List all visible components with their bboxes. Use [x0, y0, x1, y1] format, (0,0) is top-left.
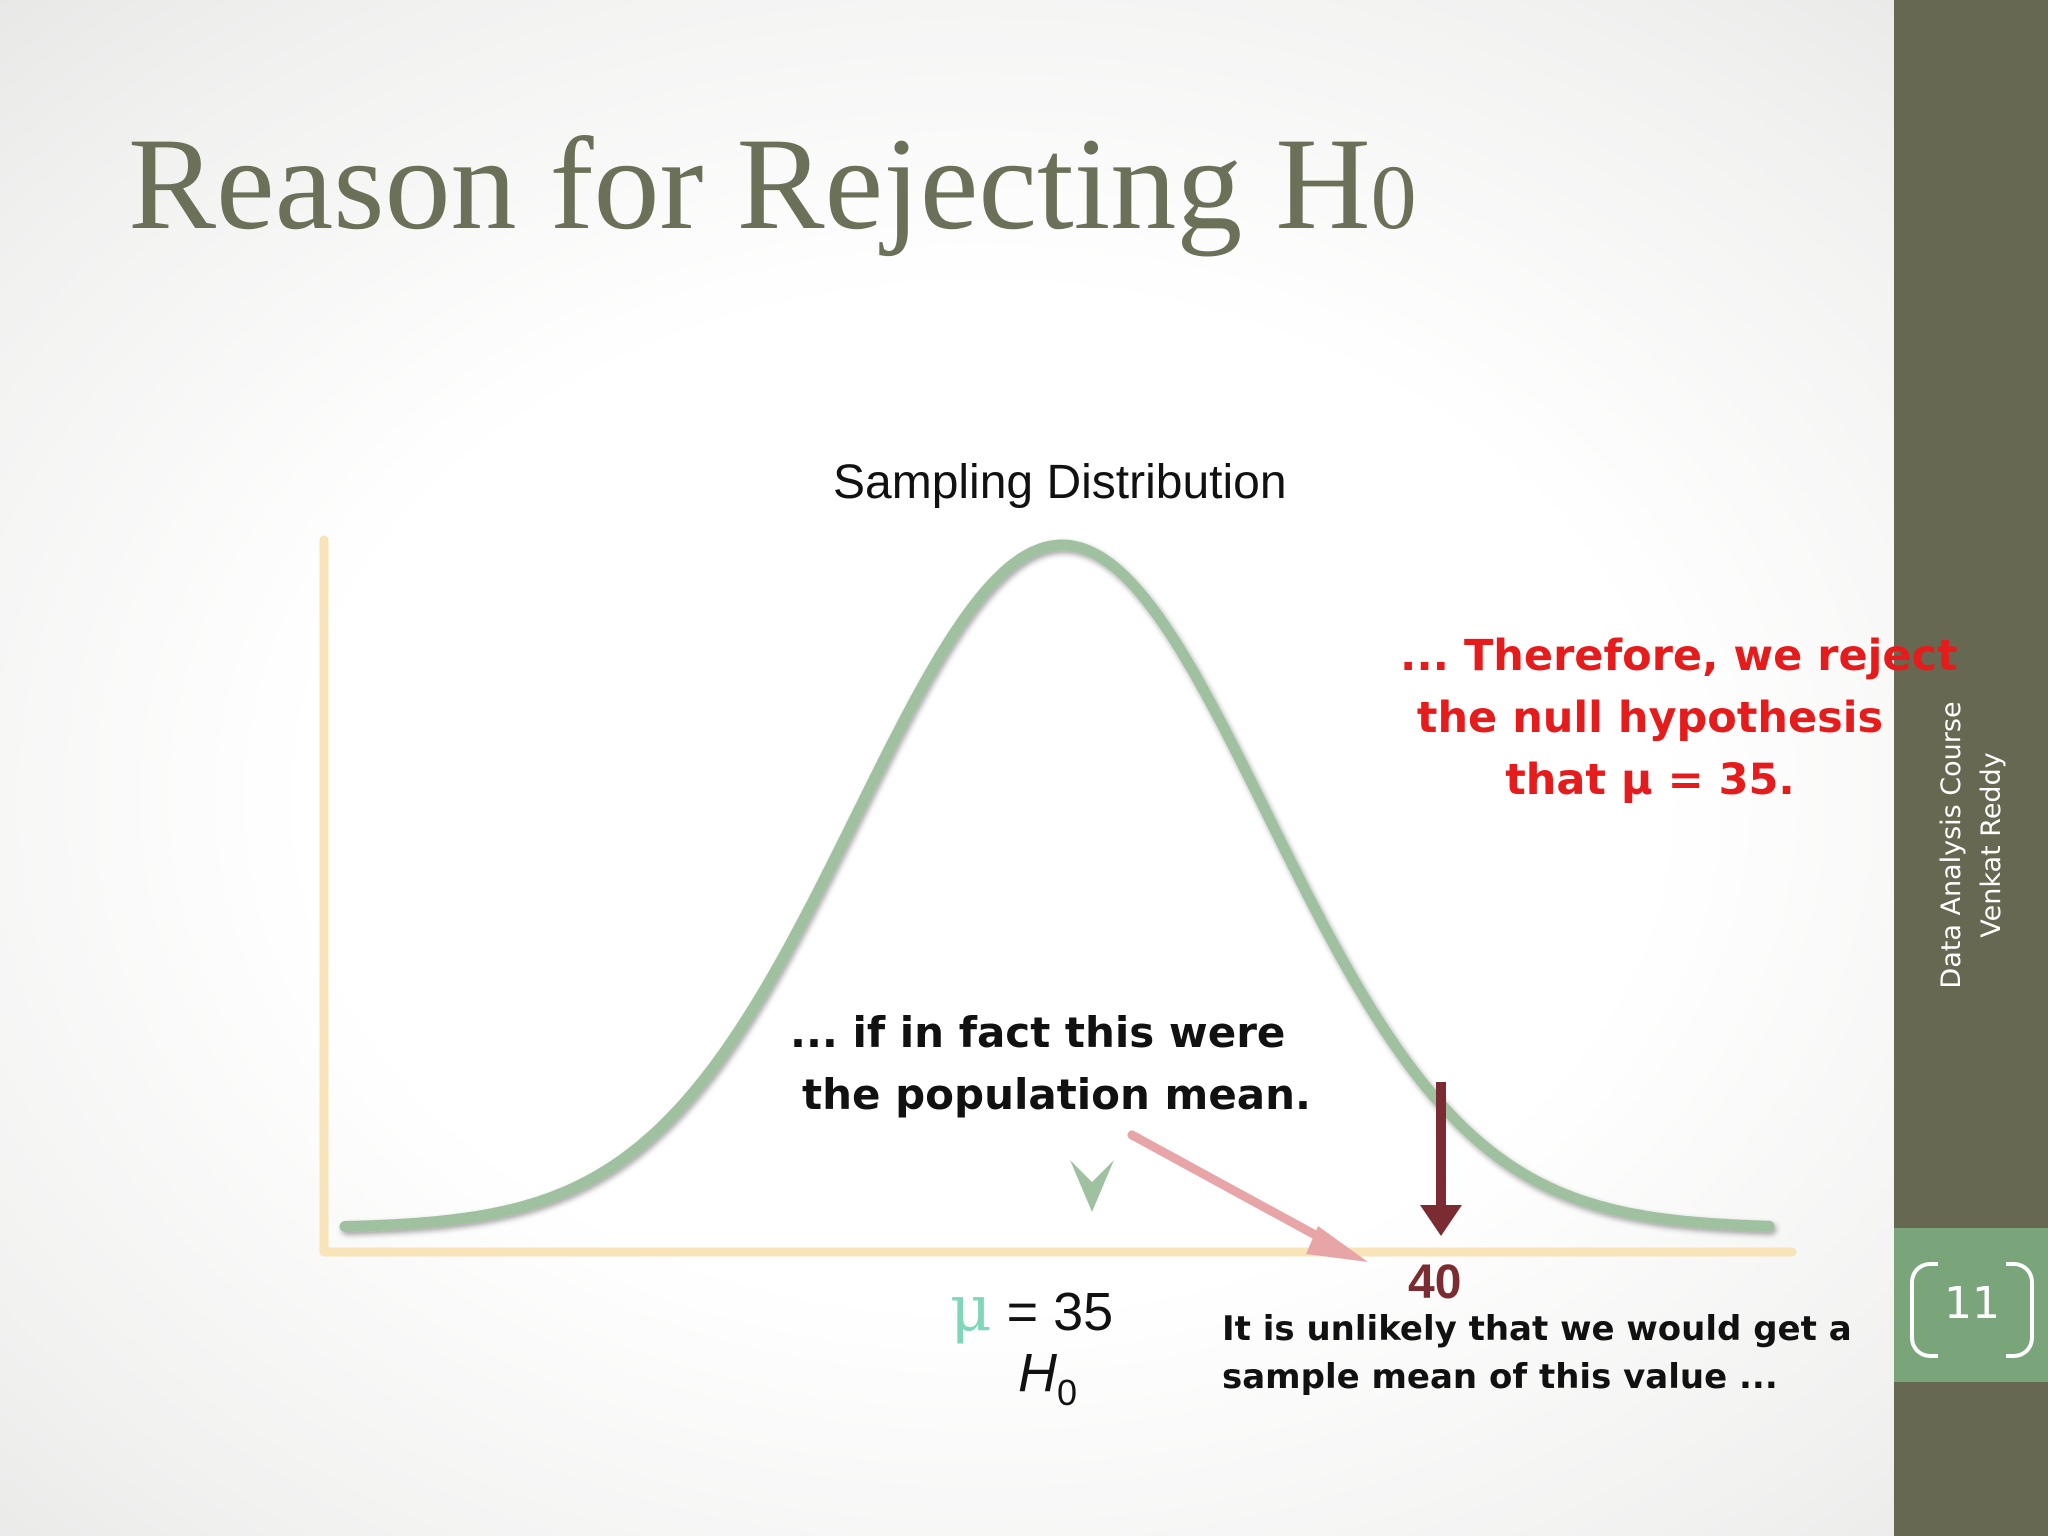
sample-mean-note: It is unlikely that we would get a sampl… — [1222, 1305, 1852, 1401]
bell-curve — [339, 539, 1775, 1232]
mean-marker-icon — [1070, 1160, 1114, 1212]
pointer-arrow — [1127, 1130, 1368, 1262]
slide-title: Reason for Rejecting H0 — [128, 118, 1417, 250]
reject-conclusion-note: ... Therefore, we reject the null hypoth… — [1400, 625, 1958, 811]
distribution-title: Sampling Distribution — [833, 456, 1287, 509]
sample-mean-value: 40 — [1408, 1256, 1462, 1309]
page-number: 11 — [1944, 1278, 2000, 1329]
mu-symbol: μ — [950, 1272, 992, 1346]
slide-title-subscript: 0 — [1370, 146, 1417, 248]
footer-vertical-text: Data Analysis Course Venkat Reddy — [1932, 635, 2012, 1055]
slide-title-text: Reason for Rejecting H — [128, 110, 1371, 257]
reject-note-line-3: that μ = 35. — [1505, 755, 1795, 805]
footer-author: Venkat Reddy — [1976, 752, 2007, 938]
footer-course: Data Analysis Course — [1936, 701, 1967, 989]
sample-mean-arrow — [1420, 1082, 1462, 1236]
page-bracket-left — [1910, 1262, 1938, 1358]
h0-subscript: 0 — [1057, 1372, 1078, 1413]
mu-label: μ = 35 — [950, 1272, 1113, 1346]
sample-note-line-2: sample mean of this value ... — [1222, 1357, 1778, 1397]
reject-note-line-1: ... Therefore, we reject — [1400, 631, 1958, 681]
sampling-distribution-diagram — [319, 535, 1797, 1262]
population-mean-note: ... if in fact this were the population … — [790, 1002, 1311, 1126]
page-bracket-right — [2006, 1262, 2034, 1358]
population-note-line-1: ... if in fact this were — [790, 1008, 1286, 1057]
h0-label: H0 — [1018, 1342, 1077, 1414]
population-note-line-2: the population mean. — [802, 1070, 1312, 1119]
h0-letter: H — [1018, 1343, 1057, 1403]
reject-note-line-2: the null hypothesis — [1416, 693, 1884, 743]
page-number-box — [1894, 1228, 2048, 1382]
mu-value: = 35 — [991, 1282, 1114, 1342]
sample-note-line-1: It is unlikely that we would get a — [1222, 1309, 1852, 1349]
